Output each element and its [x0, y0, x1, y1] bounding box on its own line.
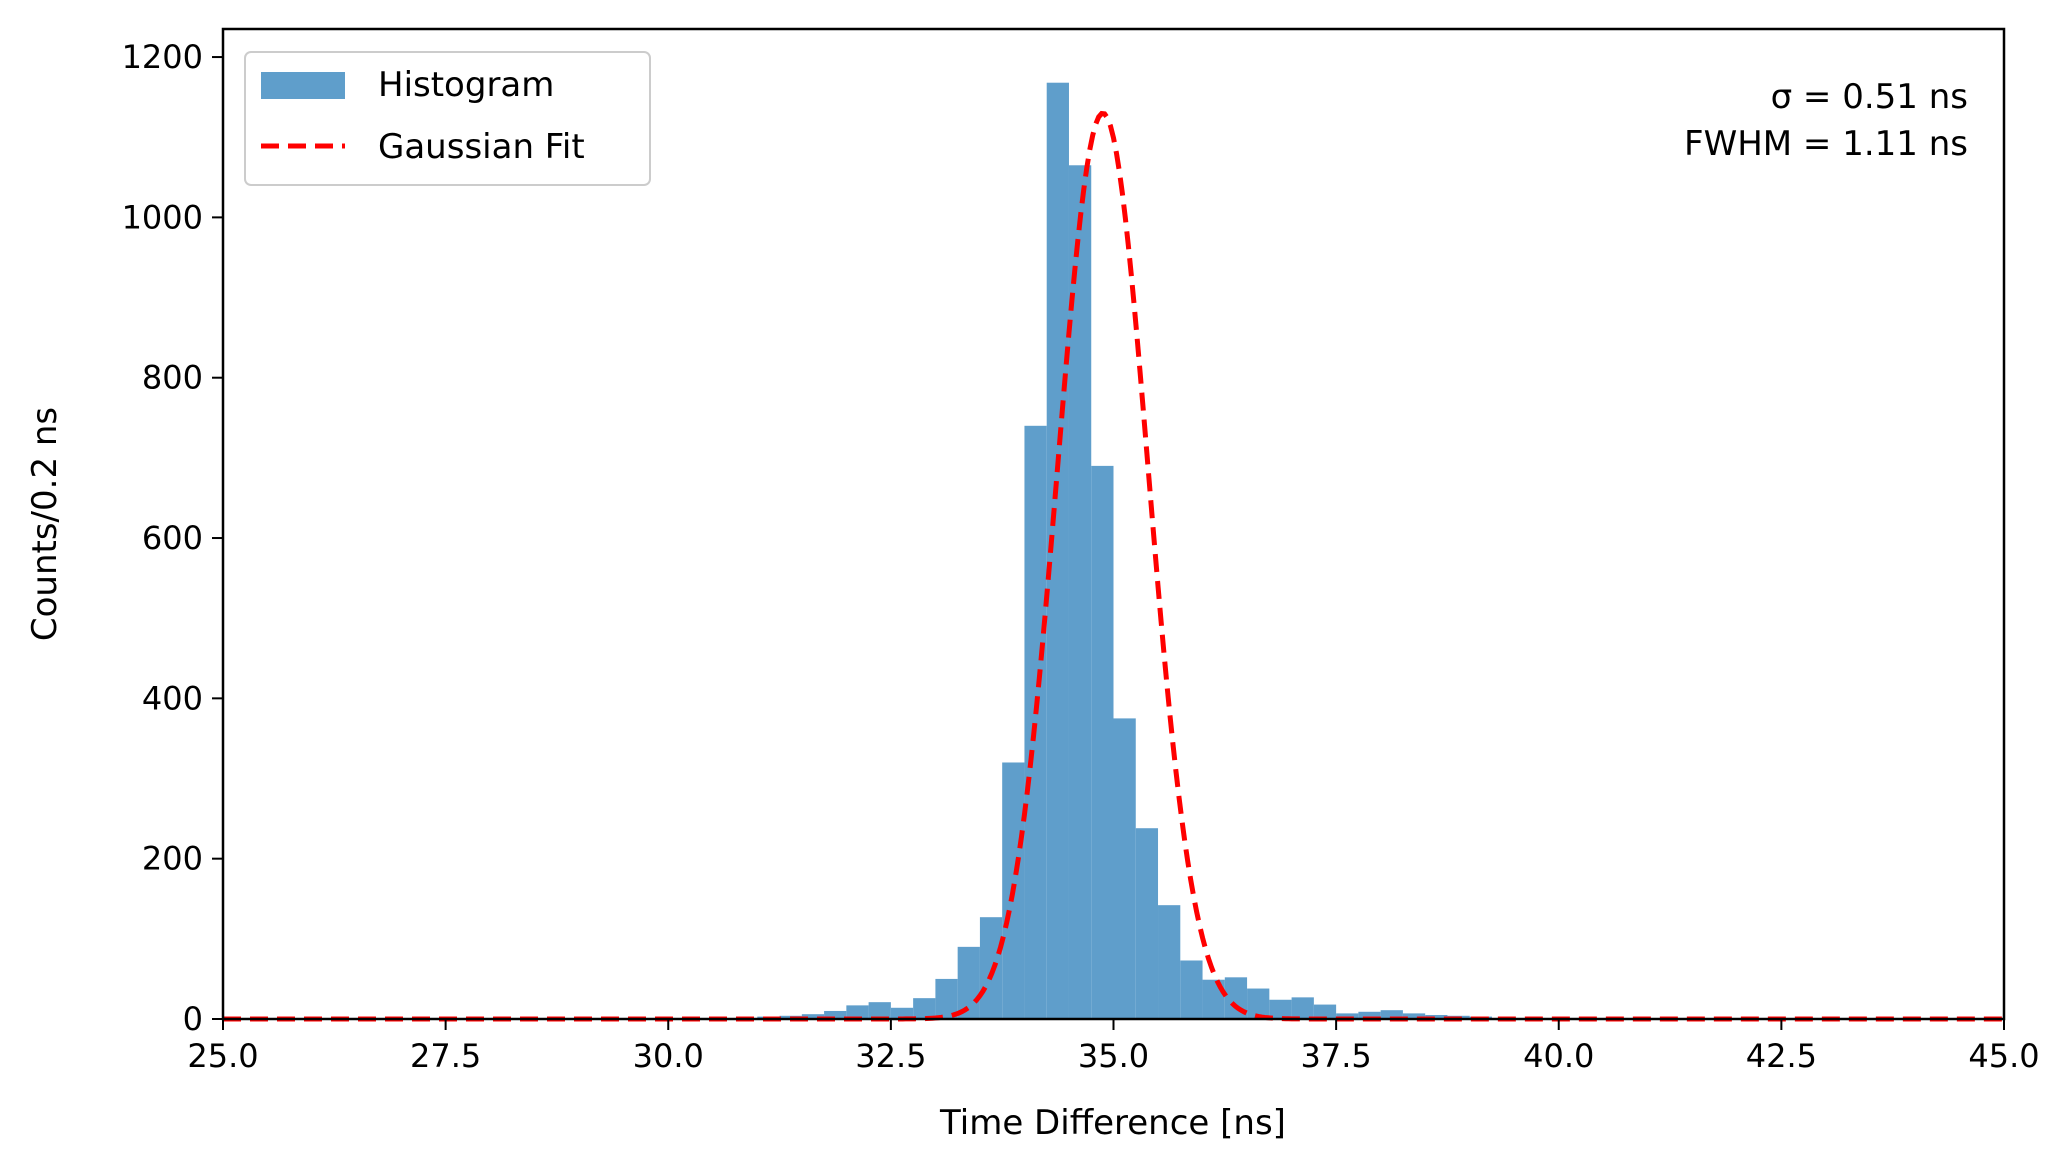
- y-tick-label-1: 200: [142, 840, 203, 878]
- histogram-bar-14: [1068, 165, 1092, 1020]
- histogram-bar-13: [1046, 82, 1069, 1020]
- legend: Histogram Gaussian Fit: [244, 51, 651, 186]
- histogram-bar-24: [1291, 997, 1314, 1019]
- histogram-bar-27: [1358, 1011, 1381, 1019]
- x-tick-label-8: 45.0: [1968, 1037, 2039, 1075]
- histogram-bar-19: [1180, 960, 1203, 1019]
- x-tick-label-1: 27.5: [410, 1037, 481, 1075]
- histogram-bar-7: [913, 998, 936, 1019]
- x-tick-label-3: 32.5: [855, 1037, 926, 1075]
- x-axis-ticks: 25.0 27.5 30.0 32.5 35.0 37.5 40.0 42.5 45.0: [187, 1019, 2040, 1075]
- gaussian-fit-curve: [223, 110, 2004, 1022]
- x-tick-label-0: 25.0: [187, 1037, 258, 1075]
- histogram-bar-12: [1024, 425, 1047, 1019]
- fwhm-annotation: FWHM = 1.11 ns: [1684, 124, 1968, 164]
- histogram-bar-2: [801, 1014, 825, 1019]
- x-tick-label-2: 30.0: [633, 1037, 704, 1075]
- x-tick-label-4: 35.0: [1078, 1037, 1149, 1075]
- histogram-bar-10: [979, 917, 1003, 1019]
- histogram-bars: [757, 82, 1492, 1020]
- histogram-bar-28: [1380, 1010, 1403, 1019]
- y-axis-label: Counts/0.2 ns: [25, 407, 65, 641]
- histogram-bar-16: [1113, 718, 1136, 1019]
- y-tick-label-5: 1000: [122, 198, 203, 236]
- x-tick-label-6: 40.0: [1523, 1037, 1594, 1075]
- x-tick-label-7: 42.5: [1746, 1037, 1817, 1075]
- legend-histogram-label: Histogram: [378, 65, 554, 105]
- histogram-bar-30: [1425, 1014, 1448, 1019]
- histogram-bar-17: [1135, 828, 1159, 1019]
- y-axis-ticks: 0 200 400 600 800 1000 1200: [122, 38, 223, 1038]
- legend-histogram-swatch: [261, 72, 345, 99]
- x-tick-label-5: 37.5: [1301, 1037, 1372, 1075]
- histogram-bar-26: [1336, 1013, 1359, 1019]
- y-tick-label-2: 400: [142, 679, 203, 717]
- y-tick-label-4: 800: [142, 359, 203, 397]
- histogram-bar-4: [846, 1005, 869, 1019]
- histogram-bar-5: [868, 1002, 891, 1019]
- histogram-bar-3: [824, 1010, 847, 1019]
- plot-frame: [221, 27, 2006, 1021]
- legend-fit-label: Gaussian Fit: [378, 127, 585, 167]
- histogram-bar-29: [1402, 1013, 1426, 1019]
- histogram-bar-15: [1091, 465, 1114, 1020]
- y-tick-label-6: 1200: [122, 38, 203, 76]
- histogram-bar-8: [935, 978, 958, 1019]
- y-tick-label-3: 600: [142, 519, 203, 557]
- histogram-bar-9: [957, 946, 980, 1019]
- sigma-annotation: σ = 0.51 ns: [1771, 77, 1968, 117]
- histogram-bar-6: [890, 1007, 914, 1019]
- histogram-bar-25: [1313, 1004, 1337, 1019]
- legend-box: [244, 51, 651, 186]
- histogram-bar-18: [1158, 905, 1181, 1019]
- x-axis-label: Time Difference [ns]: [939, 1103, 1286, 1143]
- histogram-bar-22: [1247, 988, 1270, 1019]
- y-tick-label-0: 0: [183, 1000, 203, 1038]
- histogram-bar-23: [1269, 999, 1292, 1019]
